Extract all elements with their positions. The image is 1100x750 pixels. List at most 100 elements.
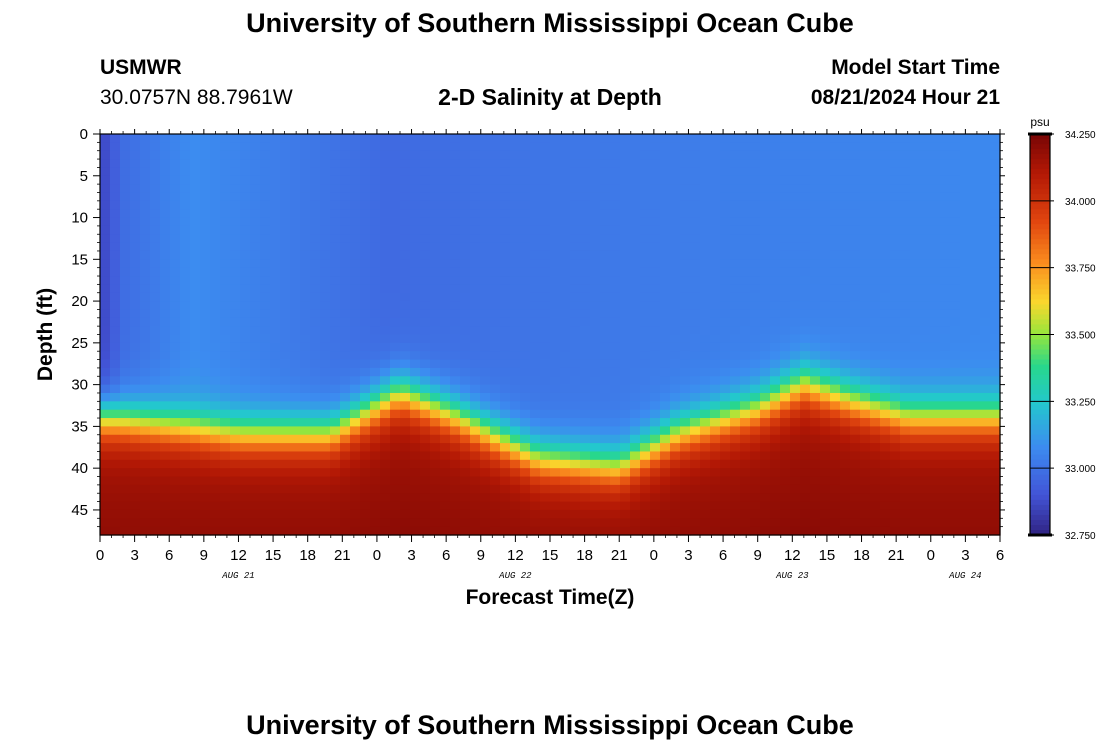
heatmap-cell <box>610 443 621 453</box>
heatmap-cell <box>650 134 661 143</box>
heatmap-cell <box>100 242 111 252</box>
heatmap-cell <box>450 409 461 419</box>
heatmap-cell <box>660 292 671 302</box>
heatmap-cell <box>830 376 841 386</box>
heatmap-cell <box>960 501 971 511</box>
heatmap-cell <box>460 134 471 143</box>
heatmap-cell <box>500 501 511 511</box>
heatmap-cell <box>380 509 391 519</box>
heatmap-cell <box>300 401 311 411</box>
heatmap-cell <box>900 434 911 444</box>
heatmap-cell <box>920 351 931 361</box>
heatmap-cell <box>240 317 251 327</box>
heatmap-cell <box>970 142 981 152</box>
heatmap-cell <box>420 175 431 185</box>
heatmap-cell <box>750 518 761 528</box>
heatmap-cell <box>410 292 421 302</box>
heatmap-cell <box>130 468 141 478</box>
heatmap-cell <box>340 409 351 419</box>
heatmap-cell <box>130 317 141 327</box>
heatmap-cell <box>830 317 841 327</box>
colorbar-segment <box>1030 149 1050 155</box>
heatmap-cell <box>900 426 911 436</box>
heatmap-cell <box>300 359 311 369</box>
heatmap-cell <box>240 509 251 519</box>
heatmap-cell <box>370 334 381 344</box>
heatmap-cell <box>470 384 481 394</box>
heatmap-cell <box>980 401 991 411</box>
heatmap-cell <box>820 509 831 519</box>
heatmap-cell <box>700 200 711 210</box>
heatmap-cell <box>320 175 331 185</box>
heatmap-cell <box>460 418 471 427</box>
heatmap-cell <box>420 225 431 235</box>
heatmap-cell <box>270 526 281 536</box>
heatmap-cell <box>340 317 351 327</box>
heatmap-cell <box>740 501 751 511</box>
heatmap-cell <box>100 443 111 453</box>
heatmap-cell <box>770 309 781 319</box>
heatmap-cell <box>360 484 371 494</box>
heatmap-cell <box>310 250 321 260</box>
heatmap-cell <box>240 234 251 244</box>
heatmap-cell <box>500 409 511 419</box>
heatmap-cell <box>250 292 261 302</box>
heatmap-cell <box>310 175 321 185</box>
heatmap-cell <box>250 484 261 494</box>
heatmap-cell <box>220 351 231 361</box>
heatmap-cell <box>500 418 511 427</box>
heatmap-cell <box>980 418 991 427</box>
heatmap-cell <box>780 351 791 361</box>
heatmap-cell <box>620 276 631 285</box>
heatmap-cell <box>620 150 631 160</box>
heatmap-cell <box>360 134 371 143</box>
heatmap-cell <box>230 509 241 519</box>
heatmap-cell <box>470 209 481 219</box>
heatmap-cell <box>250 401 261 411</box>
colorbar-segment <box>1030 249 1050 255</box>
heatmap-cell <box>580 267 591 277</box>
heatmap-cell <box>630 159 641 169</box>
heatmap-cell <box>470 175 481 185</box>
heatmap-cell <box>850 351 861 361</box>
heatmap-cell <box>630 334 641 344</box>
heatmap-cell <box>810 443 821 453</box>
heatmap-cell <box>910 159 921 169</box>
heatmap-cell <box>550 384 561 394</box>
heatmap-cell <box>420 301 431 311</box>
heatmap-cell <box>120 250 131 260</box>
heatmap-cell <box>570 376 581 386</box>
heatmap-cell <box>250 434 261 444</box>
heatmap-cell <box>370 150 381 160</box>
heatmap-cell <box>700 526 711 536</box>
heatmap-cell <box>190 409 201 419</box>
heatmap-cell <box>570 225 581 235</box>
heatmap-cell <box>920 292 931 302</box>
heatmap-cell <box>160 184 171 194</box>
heatmap-cell <box>960 209 971 219</box>
heatmap-cell <box>740 509 751 519</box>
heatmap-cell <box>110 317 121 327</box>
heatmap-cell <box>690 134 701 143</box>
heatmap-cell <box>790 284 801 294</box>
heatmap-cell <box>570 326 581 336</box>
heatmap-cell <box>260 167 271 177</box>
heatmap-cell <box>370 301 381 311</box>
heatmap-cell <box>630 509 641 519</box>
heatmap-cell <box>700 184 711 194</box>
heatmap-cell <box>240 426 251 436</box>
heatmap-cell <box>860 159 871 169</box>
heatmap-cell <box>590 250 601 260</box>
heatmap-cell <box>970 167 981 177</box>
heatmap-cell <box>200 468 211 478</box>
heatmap-cell <box>100 476 111 486</box>
heatmap-cell <box>500 351 511 361</box>
heatmap-cell <box>130 267 141 277</box>
heatmap-cell <box>210 493 221 503</box>
heatmap-cell <box>110 134 121 143</box>
heatmap-cell <box>780 451 791 461</box>
heatmap-cell <box>650 250 661 260</box>
heatmap-cell <box>100 175 111 185</box>
heatmap-cell <box>850 476 861 486</box>
heatmap-cell <box>330 426 341 436</box>
